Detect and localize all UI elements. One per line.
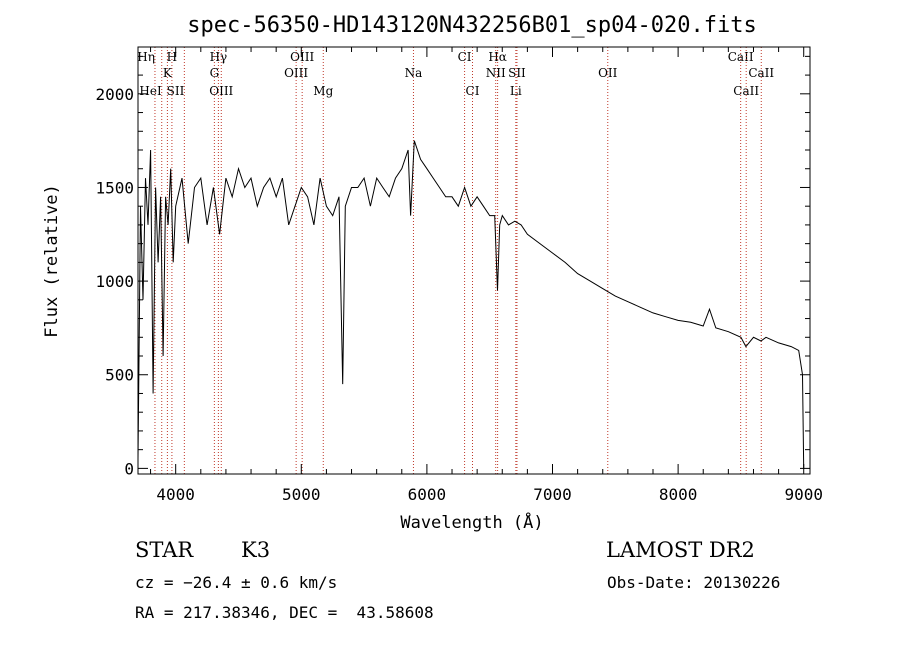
y-axis-label: Flux (relative) <box>42 184 62 338</box>
spectral-line-label: OIII <box>209 84 233 98</box>
y-tick-label: 2000 <box>95 85 134 104</box>
spectral-line-label: Hη <box>137 50 155 64</box>
spectral-line-label: H <box>167 50 177 64</box>
x-axis-label: Wavelength (Å) <box>400 511 543 533</box>
object-subclass: K3 <box>241 538 271 562</box>
spectral-line-label: Hα <box>488 50 507 64</box>
spectral-line-label: CaII <box>728 50 754 64</box>
spectral-line-label: G <box>210 66 220 80</box>
x-tick-label: 8000 <box>659 485 698 504</box>
spectral-line-label: K <box>163 66 173 80</box>
spectral-line-label: CaII <box>733 84 759 98</box>
spectral-line-label: CI <box>458 50 472 64</box>
y-tick-label: 1000 <box>95 272 134 291</box>
spectral-line-label: SII <box>508 66 526 80</box>
spectral-line-label: OIII <box>284 66 308 80</box>
x-axis: 4000 5000 6000 7000 8000 9000 <box>150 47 823 504</box>
spectral-line-label: HeI <box>139 84 162 98</box>
chart-title: spec-56350-HD143120N432256B01_sp04-020.f… <box>187 13 757 38</box>
plot-frame <box>137 46 811 475</box>
spectral-line-label: Hγ <box>210 50 228 64</box>
y-tick-label: 1500 <box>95 178 134 197</box>
observation-date: Obs-Date: 20130226 <box>607 573 781 592</box>
spectral-line-label: OIII <box>290 50 314 64</box>
spectral-line-label: Na <box>405 66 423 80</box>
y-tick-label: 500 <box>105 366 134 385</box>
x-tick-label: 5000 <box>282 485 321 504</box>
spectral-line-label: CaII <box>748 66 774 80</box>
spectral-line-label: SII <box>167 84 185 98</box>
object-class: STAR <box>135 538 194 562</box>
spectral-line-label: OII <box>598 66 618 80</box>
spectral-line-label: Li <box>510 84 522 98</box>
spectral-line-label: NII <box>486 66 506 80</box>
spectral-line-label: Mg <box>313 84 333 98</box>
redshift-velocity: cz = −26.4 ± 0.6 km/s <box>135 573 338 592</box>
spectral-line-label: CI <box>466 84 480 98</box>
survey-name: LAMOST DR2 <box>606 538 755 562</box>
coordinates: RA = 217.38346, DEC = 43.58608 <box>135 603 434 622</box>
x-tick-label: 9000 <box>784 485 823 504</box>
x-tick-label: 7000 <box>533 485 572 504</box>
y-tick-label: 0 <box>124 459 134 478</box>
x-tick-label: 4000 <box>156 485 195 504</box>
y-axis: 0 500 1000 1500 2000 <box>95 55 810 478</box>
x-tick-label: 6000 <box>408 485 447 504</box>
spectrum-line <box>137 140 805 469</box>
